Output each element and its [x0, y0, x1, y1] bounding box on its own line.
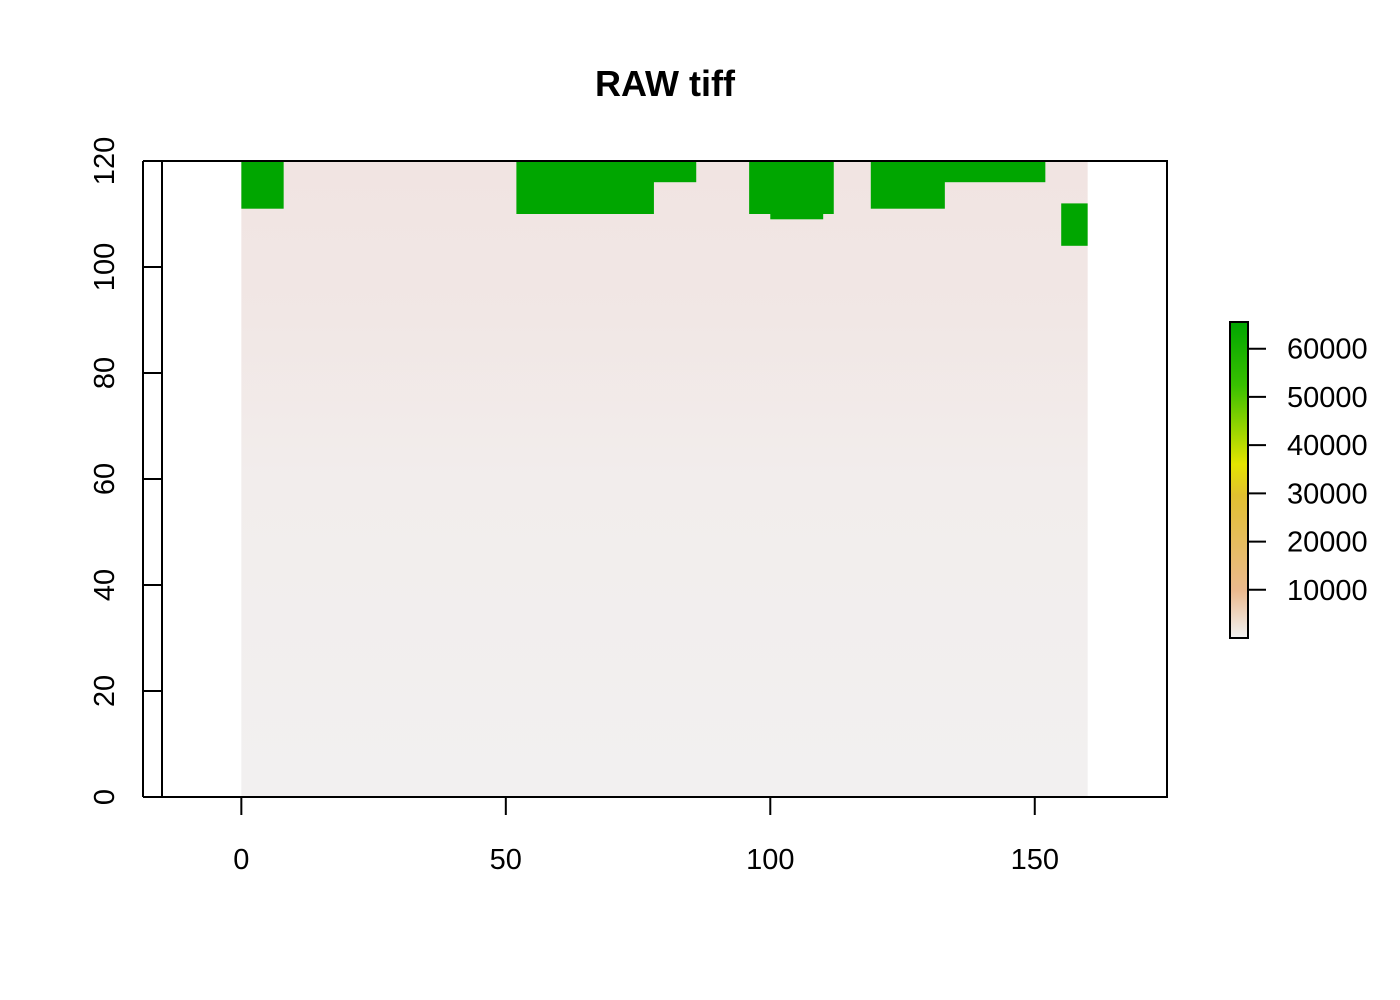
color-legend: 10000 20000 30000 40000 50000 60000 — [1229, 321, 1368, 639]
raster-layer — [241, 161, 1088, 797]
chart-title: RAW tiff — [595, 63, 736, 104]
x-tick-label: 50 — [490, 844, 522, 876]
legend-colorbar — [1229, 321, 1249, 639]
y-tick-label: 100 — [89, 243, 121, 291]
legend-tick-label: 60000 — [1287, 334, 1368, 366]
legend-tick-label: 40000 — [1287, 430, 1368, 462]
saturated-region-5 — [770, 208, 824, 220]
y-tick-label: 0 — [89, 789, 121, 805]
x-axis: 0 50 100 150 — [233, 796, 1059, 876]
saturated-region-4 — [749, 161, 834, 214]
saturated-region-1 — [241, 161, 284, 209]
raster-background — [241, 161, 1088, 797]
y-tick-label: 20 — [89, 675, 121, 707]
y-tick-label: 40 — [89, 569, 121, 601]
legend-ticks: 10000 20000 30000 40000 50000 60000 — [1248, 334, 1368, 607]
y-tick-label: 120 — [89, 137, 121, 185]
saturated-region-3 — [526, 161, 697, 183]
legend-tick-label: 50000 — [1287, 382, 1368, 414]
saturated-region-8 — [1061, 203, 1088, 246]
x-tick-label: 0 — [233, 844, 249, 876]
x-tick-label: 150 — [1011, 844, 1059, 876]
legend-tick-label: 10000 — [1287, 575, 1368, 607]
y-tick-label: 80 — [89, 357, 121, 389]
saturated-region-7 — [907, 161, 1046, 183]
legend-tick-label: 20000 — [1287, 527, 1368, 559]
saturated-layer — [241, 161, 1088, 246]
y-tick-label: 60 — [89, 463, 121, 495]
x-tick-label: 100 — [746, 844, 794, 876]
legend-tick-label: 30000 — [1287, 478, 1368, 510]
y-axis: 0 20 40 60 80 100 120 — [89, 137, 162, 805]
